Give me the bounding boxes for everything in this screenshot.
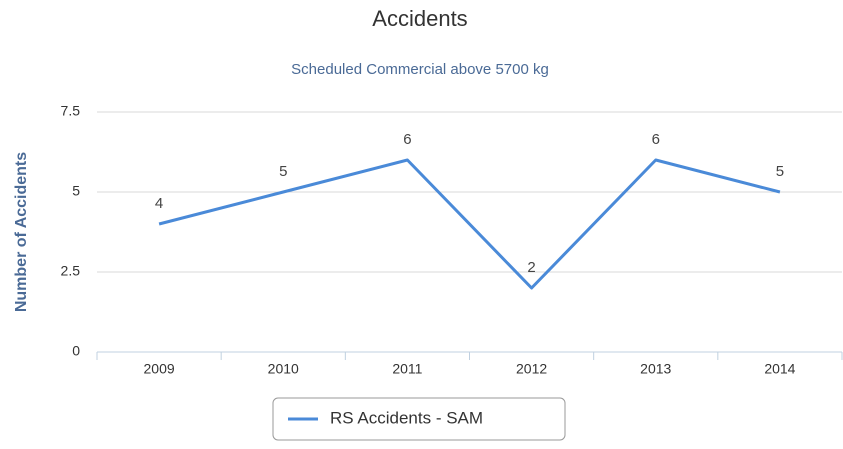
data-label: 5 bbox=[279, 163, 287, 180]
series-line bbox=[158, 158, 781, 290]
chart-subtitle: Scheduled Commercial above 5700 kg bbox=[291, 61, 549, 78]
legend-box bbox=[272, 397, 566, 441]
y-tick-label: 5 bbox=[72, 183, 80, 199]
data-label: 6 bbox=[403, 131, 411, 148]
x-tick-label: 2013 bbox=[640, 361, 671, 377]
data-label: 6 bbox=[652, 131, 660, 148]
chart-title: Accidents bbox=[372, 6, 467, 31]
y-tick-label: 7.5 bbox=[61, 103, 81, 119]
legend-label: RS Accidents - SAM bbox=[330, 408, 483, 427]
data-label: 5 bbox=[776, 163, 784, 180]
data-label: 2 bbox=[527, 259, 535, 276]
x-tick-label: 2010 bbox=[268, 361, 299, 377]
x-tick-label: 2012 bbox=[516, 361, 547, 377]
y-axis-label: Number of Accidents bbox=[13, 152, 30, 312]
y-tick-label: 0 bbox=[72, 343, 80, 359]
x-tick-label: 2011 bbox=[392, 361, 422, 377]
x-tick-label: 2009 bbox=[144, 361, 175, 377]
y-tick-label: 2.5 bbox=[61, 263, 81, 279]
x-tick-label: 2014 bbox=[764, 361, 795, 377]
data-label: 4 bbox=[155, 195, 163, 212]
